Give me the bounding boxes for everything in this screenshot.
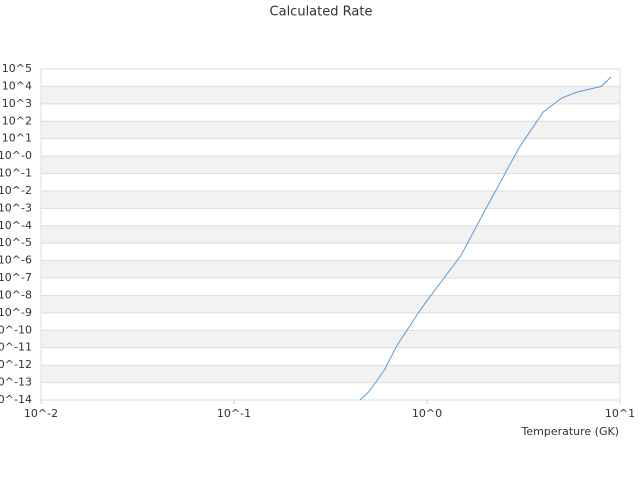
grid-band xyxy=(41,156,620,174)
y-tick-label: 10^5 xyxy=(2,62,32,75)
grid-band xyxy=(41,330,620,348)
y-tick-label: 10^1 xyxy=(2,132,32,145)
grid-band xyxy=(41,260,620,279)
y-tick-label: 10^4 xyxy=(2,79,32,92)
x-tick-label: 10^-2 xyxy=(24,407,58,420)
y-tick-label: 10^-4 xyxy=(0,219,32,232)
x-tick-label: 10^1 xyxy=(605,407,635,420)
x-axis-label: Temperature (GK) xyxy=(521,425,620,438)
y-tick-label: 10^-12 xyxy=(0,358,32,371)
y-tick-label: 10^-10 xyxy=(0,323,32,336)
y-tick-label: 10^-5 xyxy=(0,236,32,249)
y-tick-label: 10^-3 xyxy=(0,201,32,214)
y-tick-label: 10^-0 xyxy=(0,149,32,162)
grid-band xyxy=(41,295,620,313)
grid-band xyxy=(41,190,620,209)
plot-frame xyxy=(40,68,621,401)
y-tick-label: 10^-2 xyxy=(0,184,32,197)
x-tick-label: 10^-1 xyxy=(217,407,251,420)
y-tick-label: 10^-8 xyxy=(0,288,32,301)
grid-band xyxy=(41,86,620,104)
y-tick-label: 10^-6 xyxy=(0,254,32,267)
y-tick-label: 10^-9 xyxy=(0,306,32,319)
grid-band xyxy=(41,121,620,139)
chart-title: Calculated Rate xyxy=(270,5,373,20)
grid-band xyxy=(41,225,620,244)
y-tick-label: 10^2 xyxy=(2,114,32,127)
y-tick-label: 10^-14 xyxy=(0,393,32,406)
y-tick-label: 10^-7 xyxy=(0,271,32,284)
y-tick-label: 10^3 xyxy=(2,97,32,110)
y-tick-label: 10^-13 xyxy=(0,376,32,389)
x-tick-label: 10^0 xyxy=(412,407,442,420)
grid-band xyxy=(41,365,620,383)
y-tick-label: 10^-1 xyxy=(0,167,32,180)
line xyxy=(359,76,612,401)
y-tick-label: 10^-11 xyxy=(0,341,32,354)
